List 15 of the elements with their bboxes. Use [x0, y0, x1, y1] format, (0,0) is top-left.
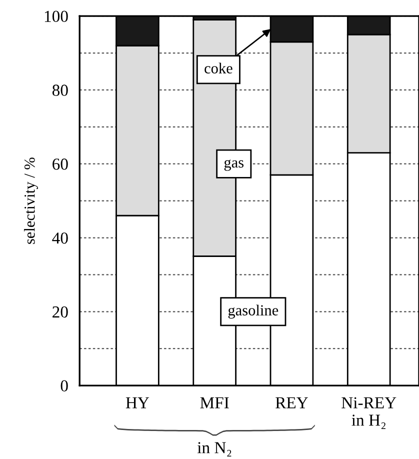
series-label: gasoline	[228, 304, 278, 319]
series-label: gas	[224, 160, 244, 171]
y-tick-label: 0	[60, 380, 68, 392]
x-tick-label: REY	[276, 397, 308, 408]
y-tick-label: 60	[52, 158, 68, 170]
y-tick-label: 80	[52, 84, 68, 96]
text: in N₂	[197, 442, 232, 457]
y-tick-label: 40	[52, 232, 68, 244]
text: coke	[204, 62, 232, 74]
x-tick-label: MFI	[200, 397, 229, 408]
x-tick-label: HY	[126, 397, 150, 408]
x-tick-label: Ni-REY in H₂	[342, 397, 396, 430]
y-axis-title: selectivity / %	[24, 158, 38, 244]
y-tick-label: 20	[52, 306, 68, 318]
y-tick-label: 100	[44, 10, 68, 22]
